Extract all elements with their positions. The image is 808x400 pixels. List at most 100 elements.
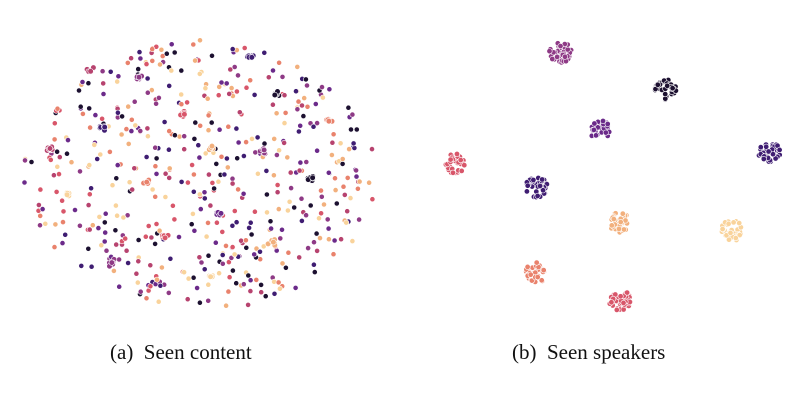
content-point [99,68,106,75]
content-point [344,208,351,215]
content-point [102,210,109,217]
content-point [181,133,188,140]
content-point [253,276,260,283]
speaker-cluster-point [453,151,460,158]
content-point [202,85,209,92]
content-point [102,229,109,236]
content-point [270,172,277,179]
content-point [231,64,238,70]
speaker-cluster-point [664,82,671,89]
content-point [312,101,319,107]
content-point [328,152,335,158]
content-point [168,41,175,48]
content-point [284,207,291,214]
content-point [135,66,142,72]
speaker-cluster-point [617,293,624,300]
content-point [254,134,261,141]
content-point [37,212,44,219]
content-point [122,235,129,242]
speaker-cluster-point [615,225,622,232]
content-point [135,237,142,243]
content-point [353,167,359,174]
content-point [201,189,208,196]
content-point [218,153,225,160]
content-point [240,153,247,159]
content-point [189,210,196,217]
content-point [270,67,276,74]
content-point [131,165,138,172]
content-point [171,132,178,139]
content-point [247,77,254,84]
speaker-cluster-point [524,182,531,189]
content-point [310,261,317,268]
content-point [176,234,182,240]
content-point [245,301,251,308]
content-point [123,126,130,133]
speaker-cluster-point [539,176,546,183]
speaker-cluster-point [457,157,464,164]
content-point [282,264,289,271]
content-point [254,170,261,177]
content-point [59,197,65,204]
content-point [113,241,120,248]
content-point [246,224,252,231]
content-point [144,75,151,82]
content-point [261,49,268,56]
content-point [153,170,160,177]
content-point [85,202,92,208]
speaker-cluster-point [534,192,541,199]
speaker-cluster-point [719,226,726,233]
content-point [192,119,199,126]
content-point [59,240,66,246]
content-point [37,222,43,229]
content-point [103,247,110,254]
content-point [77,222,83,229]
content-point [349,238,356,244]
content-point [369,146,375,152]
content-point [235,72,241,79]
content-point [152,193,159,200]
content-point [330,131,337,138]
content-point [126,179,133,186]
speaker-cluster-point [776,146,783,153]
content-point [101,238,108,245]
content-point [276,59,282,66]
content-point [296,254,303,261]
speaker-cluster-point [554,53,561,60]
content-point [339,160,346,167]
content-point [279,74,286,80]
content-point [297,159,304,166]
content-point [80,111,86,117]
speaker-cluster-point [760,156,767,163]
speaker-cluster-point [557,43,564,50]
content-point [137,128,144,134]
content-point [275,206,282,212]
content-point [251,208,258,215]
content-point [149,46,156,52]
content-cluster-point [309,174,316,181]
content-point [209,52,215,59]
content-point [99,115,105,122]
content-point [264,209,270,216]
content-point [350,140,357,147]
speaker-cluster-point [765,148,772,155]
content-point [295,128,302,135]
content-point [277,235,284,242]
content-point [51,172,57,179]
content-point [131,98,138,105]
content-point [233,88,240,95]
content-point [111,267,117,274]
content-point [229,180,236,187]
content-point [261,140,268,147]
speaker-cluster-point [772,155,779,162]
content-point [269,101,276,108]
content-point [297,122,304,129]
content-point [114,78,121,85]
content-point [258,289,265,296]
content-point [188,221,195,228]
content-cluster-point [63,191,71,198]
content-point [319,94,326,101]
speaker-cluster-point [619,210,626,217]
speaker-cluster-point [725,220,732,227]
content-point [219,228,226,235]
